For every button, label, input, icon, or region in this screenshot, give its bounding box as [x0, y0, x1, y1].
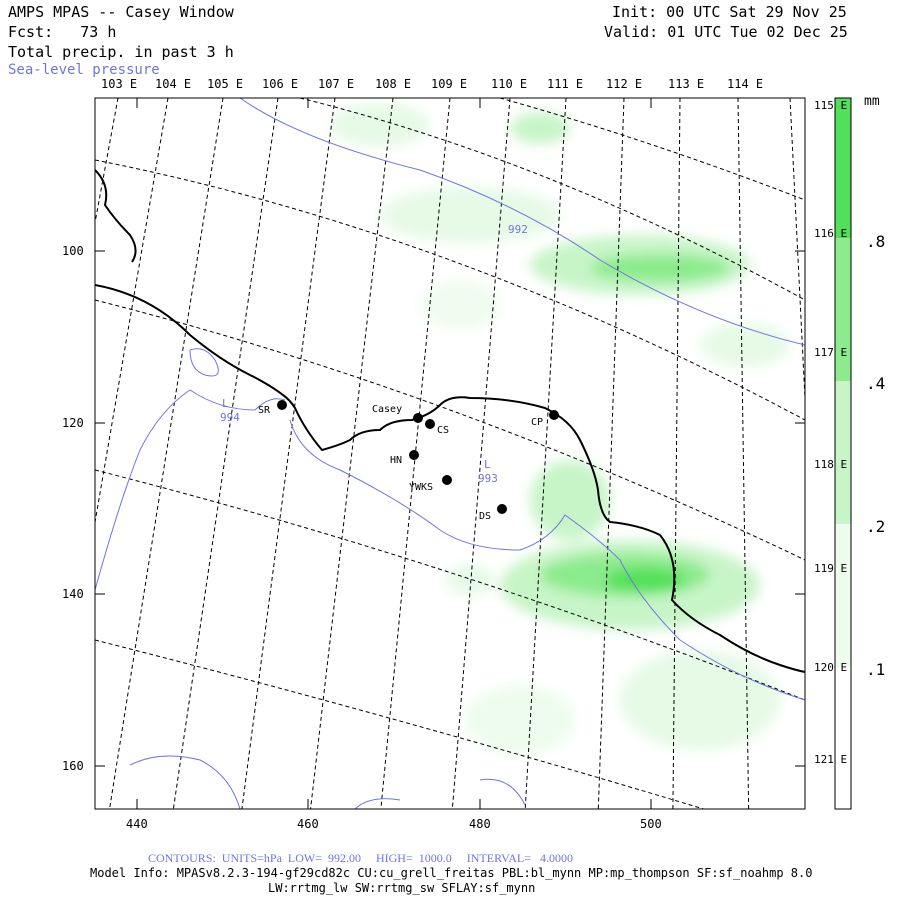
station-label-casey: Casey [372, 404, 403, 415]
edge-lon-label: 116 E [814, 227, 848, 240]
isobar-lines [95, 98, 805, 809]
y-tick: 120 [62, 416, 84, 430]
lon-label: 110 E [491, 77, 528, 91]
colorbar-label: .2 [866, 517, 886, 536]
lon-label: 107 E [318, 77, 355, 91]
x-tick: 480 [469, 817, 491, 831]
axis-ticks [95, 98, 805, 809]
y-tick: 100 [62, 244, 84, 258]
x-tick: 500 [640, 817, 662, 831]
lon-label: 113 E [668, 77, 705, 91]
station-label-cs: CS [437, 425, 450, 436]
contour-info: CONTOURS: UNITS=hPa LOW= 992.00 HIGH= 10… [148, 851, 573, 865]
lon-label: 108 E [375, 77, 412, 91]
station-label-ds: DS [479, 511, 492, 522]
lon-label: 103 E [101, 77, 138, 91]
station-label-sr: SR [258, 405, 271, 416]
lon-label: 105 E [207, 77, 244, 91]
edge-lon-label: 115 E [814, 99, 848, 112]
station-label-cp: CP [531, 417, 544, 428]
map-title: AMPS MPAS -- Casey Window [8, 3, 234, 21]
field-name: Total precip. in past 3 h [8, 43, 234, 61]
low-center-value: 994 [220, 411, 240, 424]
meridian-lines [95, 98, 805, 809]
x-tick: 440 [126, 817, 148, 831]
colorbar [834, 97, 852, 810]
model-schemes: LW:rrtmg_lw SW:rrtmg_sw SFLAY:sf_mynn [268, 881, 536, 895]
colorbar-label: .1 [866, 660, 886, 679]
x-tick: 460 [297, 817, 319, 831]
lon-label: 106 E [262, 77, 299, 91]
precip-shading [330, 103, 790, 755]
station-label-ywks: YWKS [409, 482, 434, 493]
valid-time: Valid: 01 UTC Tue 02 Dec 25 [604, 23, 848, 41]
lon-label: 111 E [547, 77, 584, 91]
y-tick: 140 [62, 587, 84, 601]
edge-lon-label: 119 E [814, 562, 848, 575]
lon-label: 104 E [155, 77, 192, 91]
colorbar-label: .4 [866, 374, 886, 393]
low-center-letter: L [222, 397, 229, 410]
edge-lon-label: 121 E [814, 753, 848, 766]
edge-lon-label: 120 E [814, 661, 848, 674]
lon-label: 109 E [431, 77, 468, 91]
isobar-label: 992 [508, 223, 528, 236]
colorbar-label: .8 [866, 232, 886, 251]
low-center-value: 993 [478, 472, 498, 485]
station-label-hn: HN [390, 455, 403, 466]
forecast-hour: Fcst: 73 h [8, 23, 117, 41]
colorbar-unit: mm [864, 94, 880, 109]
coastline [95, 169, 805, 673]
y-tick: 160 [62, 759, 84, 773]
lon-label: 114 E [727, 77, 764, 91]
overlay-name: Sea-level pressure [8, 62, 160, 78]
model-info: Model Info: MPASv8.2.3-194-gf29cd82c CU:… [90, 866, 813, 880]
edge-lon-label: 118 E [814, 458, 848, 471]
init-time: Init: 00 UTC Sat 29 Nov 25 [612, 3, 847, 21]
edge-lon-label: 117 E [814, 346, 848, 359]
low-center-letter: L [484, 458, 491, 471]
lon-label: 112 E [606, 77, 643, 91]
station-markers [277, 400, 559, 514]
